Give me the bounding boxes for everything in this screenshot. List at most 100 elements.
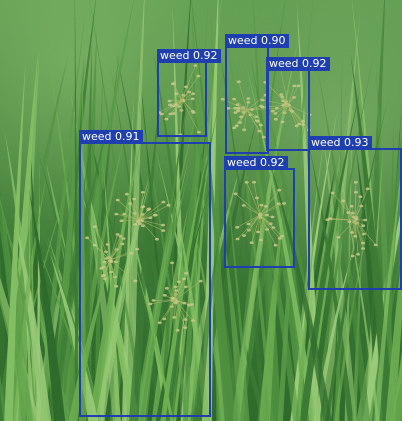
seed-spikelet (162, 294, 167, 297)
grass-blade (4, 59, 26, 421)
seed-stem (246, 109, 264, 138)
detection-box: weed 0.92 (224, 156, 295, 268)
grass-blade (172, 4, 188, 421)
seed-spikelet (236, 80, 241, 83)
grass-blade (0, 194, 33, 421)
seed-stem (251, 214, 261, 243)
seed-spikelet (356, 253, 361, 256)
seed-spikelet (220, 97, 225, 101)
seed-spikelet (292, 84, 297, 88)
seed-spikelet (132, 197, 137, 201)
seed-stem (104, 259, 111, 279)
seed-stem (259, 205, 262, 216)
seed-spikelet (105, 243, 110, 246)
seed-stem (171, 262, 176, 301)
seed-stem (237, 104, 248, 111)
seed-spikelet (254, 115, 259, 119)
seed-spikelet (92, 243, 97, 247)
seed-stem (179, 99, 183, 135)
seed-spikelet (102, 273, 106, 277)
seed-spikelet (161, 229, 166, 232)
detection-label: weed 0.92 (224, 156, 288, 170)
detection-label: weed 0.91 (79, 130, 143, 144)
seed-spikelet (133, 223, 138, 226)
seed-stem (139, 201, 164, 221)
seed-spikelet (271, 226, 276, 229)
grass-blade (344, 71, 354, 421)
seed-spikelet (300, 120, 305, 123)
seed-spikelet (157, 321, 162, 325)
seed-stem (181, 86, 187, 101)
seed-stem (109, 248, 138, 261)
seed-spikelet (350, 231, 355, 234)
grass-blade (187, 0, 222, 421)
seed-spikelet (279, 93, 284, 96)
detection-label: weed 0.90 (225, 34, 289, 48)
seed-stem (181, 93, 194, 101)
seed-spikelet (238, 121, 242, 124)
seed-stem (287, 104, 298, 127)
seed-spikelet (183, 285, 188, 289)
seed-stem (174, 286, 187, 301)
seed-spikelet (249, 241, 254, 244)
seed-stem (287, 85, 295, 106)
grass-blade (28, 188, 66, 421)
seed-spikelet (196, 74, 201, 78)
seed-spikelet (120, 242, 125, 246)
seed-spikelet (280, 95, 285, 99)
seed-spikelet (85, 236, 90, 240)
grass-blade (76, 145, 136, 421)
grass-blade (218, 110, 250, 421)
seed-spikelet (115, 233, 120, 236)
seed-spikelet (256, 230, 261, 234)
seed-spikelet (273, 117, 278, 121)
seed-spikelet (273, 243, 278, 247)
grass-blade (51, 57, 86, 421)
seed-spikelet (242, 128, 247, 132)
seed-stem (181, 99, 194, 113)
seed-stem (174, 299, 178, 331)
seed-spikelet (246, 97, 251, 100)
grass-blade (134, 88, 203, 421)
seed-stem (109, 234, 118, 261)
seed-spikelet (121, 237, 126, 240)
seed-stem (259, 214, 262, 241)
seed-stem (256, 197, 261, 216)
grass-blade (385, 252, 402, 421)
grass-blade (89, 120, 146, 421)
seed-stem (354, 196, 361, 221)
seed-spikelet (114, 212, 119, 216)
seed-stem (246, 182, 261, 216)
seed-spikelet (182, 277, 187, 281)
seed-stem (282, 104, 289, 123)
seed-spikelet (171, 82, 176, 85)
seed-spikelet (236, 109, 240, 113)
seed-stem (173, 83, 183, 101)
seed-spikelet (233, 192, 238, 196)
seed-spikelet (354, 190, 358, 194)
seed-stem (354, 219, 364, 244)
seed-spikelet (161, 223, 165, 227)
seed-stem (275, 104, 289, 120)
seed-spikelet (175, 329, 180, 332)
seed-spikelet (358, 195, 363, 198)
seed-stem (246, 109, 257, 118)
seed-spikelet (249, 108, 254, 111)
grass-blade (160, 147, 209, 421)
seed-spikelet (246, 101, 251, 104)
seed-stem (246, 98, 249, 111)
seed-spikelet (174, 92, 179, 95)
grass-blade (247, 69, 317, 421)
seed-spikelet (361, 232, 366, 236)
detection-box: weed 0.91 (79, 130, 211, 417)
detection-box: weed 0.92 (266, 57, 330, 151)
seed-spikelet (124, 192, 129, 196)
seed-stem (109, 259, 117, 287)
seed-stem (121, 219, 141, 222)
grass-blade (115, 50, 179, 421)
seed-spikelet (239, 115, 244, 119)
seed-spikelet (135, 247, 140, 251)
seed-stem (248, 214, 261, 225)
seed-stem (174, 280, 201, 301)
seed-spikelet (361, 241, 366, 245)
